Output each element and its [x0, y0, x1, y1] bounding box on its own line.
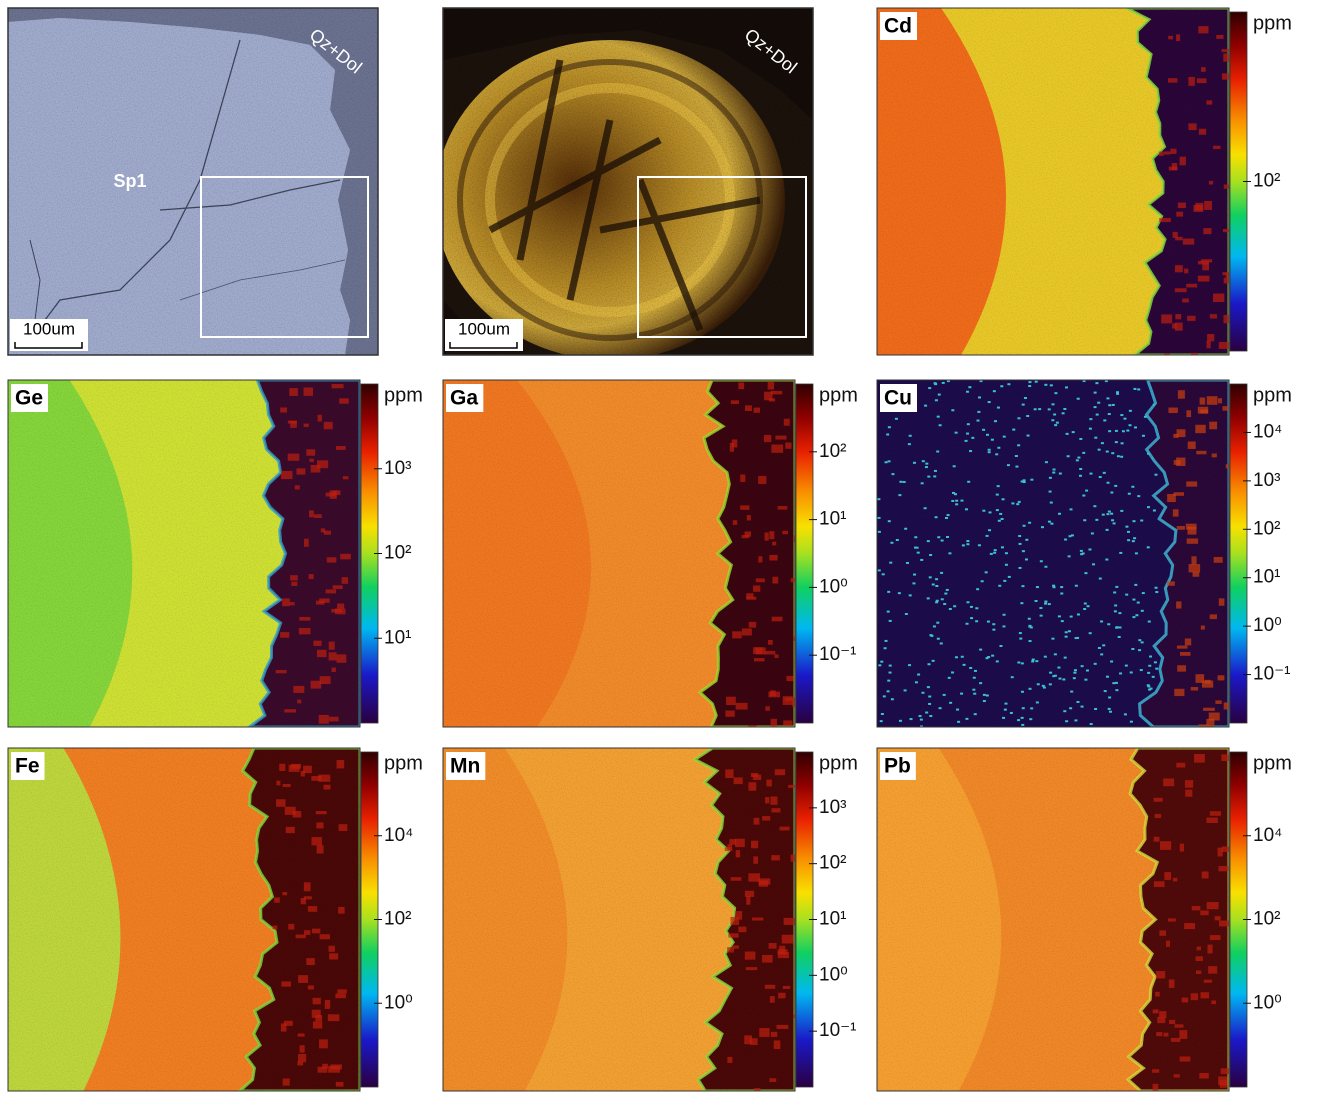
element-label: Mn [450, 755, 480, 778]
scale-bar-label: 100um [458, 319, 510, 338]
colorbar-tick-label: 10⁰ [819, 576, 848, 597]
colorbar-tick-label: 10⁰ [819, 964, 848, 985]
colorbar-tick-label: 10⁻¹ [1253, 664, 1291, 685]
element-map: Pb ppm 10⁴ 10² 10⁰ [877, 748, 1292, 1091]
element-label: Fe [15, 755, 40, 778]
element-map: Fe ppm 10⁴ 10² 10⁰ [8, 748, 423, 1091]
element-label: Cu [884, 387, 912, 410]
colorbar-tick-label: 10⁰ [1253, 615, 1282, 636]
element-label: Pb [884, 755, 911, 778]
mineral-label: Sp1 [113, 171, 146, 191]
colorbar-tick-label: 10² [384, 909, 411, 930]
colorbar-tick-label: 10⁴ [384, 825, 413, 846]
colorbar-unit: ppm [1253, 12, 1292, 34]
colorbar-tick-label: 10¹ [819, 909, 846, 930]
colorbar [1230, 384, 1247, 723]
map-image [443, 380, 805, 729]
map-image [8, 748, 360, 1091]
colorbar-tick-label: 10² [1253, 171, 1280, 192]
colorbar-tick-label: 10⁰ [384, 992, 413, 1013]
element-map: Ga ppm 10² 10¹ 10⁰ 10⁻¹ [443, 380, 858, 729]
colorbar-unit: ppm [819, 752, 858, 774]
map-image [877, 380, 1245, 729]
colorbar [796, 384, 813, 723]
colorbar-unit: ppm [384, 752, 423, 774]
colorbar-tick-label: 10¹ [384, 627, 411, 648]
colorbar-tick-label: 10⁴ [1253, 825, 1282, 846]
element-label: Ga [450, 387, 478, 410]
cl-image: Qz+Dol 100um [435, 8, 813, 360]
colorbar-tick-label: 10² [819, 441, 846, 462]
element-map: Cu ppm 10⁴ 10³ 10² 10¹ 10⁰ 10⁻¹ [877, 380, 1292, 729]
element-map: Mn ppm 10³ 10² 10¹ 10⁰ 10⁻¹ [443, 748, 858, 1091]
body: {"figure": { "bse_image": {"mineral_labe… [0, 0, 1319, 1095]
colorbar-tick-label: 10² [819, 853, 846, 874]
colorbar-tick-label: 10² [1253, 909, 1280, 930]
colorbar-unit: ppm [819, 384, 858, 406]
map-image [877, 8, 1240, 360]
map-image [877, 748, 1232, 1091]
colorbar-unit: ppm [384, 384, 423, 406]
bse-image: Sp1 Qz+Dol 100um [8, 8, 378, 355]
colorbar-unit: ppm [1253, 752, 1292, 774]
colorbar-tick-label: 10² [1253, 518, 1280, 539]
scale-bar-label: 100um [23, 319, 75, 338]
colorbar-tick-label: 10⁻¹ [819, 644, 857, 665]
colorbar-tick-label: 10⁰ [1253, 992, 1282, 1013]
colorbar-tick-label: 10³ [384, 458, 411, 479]
element-map: Ge ppm 10³ 10² 10¹ [8, 380, 423, 727]
element-map: Cd ppm 10² [877, 8, 1292, 360]
colorbar-unit: ppm [1253, 384, 1292, 406]
colorbar-tick-label: 10⁴ [1253, 421, 1282, 442]
colorbar-tick-label: 10¹ [1253, 567, 1280, 588]
figure: Sp1 Qz+Dol 100um Qz+Dol 100um Cdppm10²Ge… [0, 0, 1319, 1095]
colorbar-tick-label: 10³ [1253, 470, 1280, 491]
map-image [8, 380, 360, 727]
page: Element maps html, body { margin: 0; pad… [0, 0, 1319, 1095]
map-image [443, 748, 800, 1091]
colorbar-tick-label: 10³ [819, 797, 846, 818]
element-label: Ge [15, 387, 43, 410]
colorbar-tick-label: 10² [384, 543, 411, 564]
colorbar-tick-label: 10¹ [819, 509, 846, 530]
colorbar-tick-label: 10⁻¹ [819, 1020, 857, 1041]
element-label: Cd [884, 15, 912, 38]
